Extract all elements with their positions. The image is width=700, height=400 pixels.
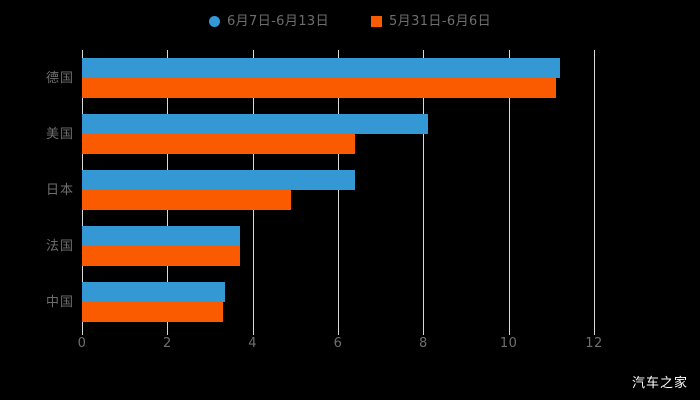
bar-group <box>82 170 594 210</box>
x-axis-ticklabel: 4 <box>248 336 258 351</box>
x-axis: 0 2 4 6 8 10 12 <box>78 330 602 360</box>
y-axis-labels: 德国 美国 日本 法国 中国 <box>0 50 74 330</box>
bar-group <box>82 58 594 98</box>
legend-label-series-a: 6月7日-6月13日 <box>226 13 329 29</box>
gridline-12 <box>594 50 595 330</box>
legend-entry-series-a[interactable]: 6月7日-6月13日 <box>208 13 329 29</box>
x-axis-ticklabel: 6 <box>333 336 343 351</box>
bar[interactable] <box>82 226 240 246</box>
x-axis-tick <box>252 330 254 335</box>
x-axis-ticklabel: 10 <box>499 336 518 351</box>
bar[interactable] <box>82 170 356 190</box>
x-axis-ticklabel: 0 <box>77 336 87 351</box>
bar[interactable] <box>82 78 556 98</box>
y-axis-label-4: 中国 <box>45 295 74 310</box>
y-axis-label-3: 法国 <box>45 239 74 254</box>
bar[interactable] <box>82 58 560 78</box>
gridline-8 <box>423 50 425 330</box>
x-axis-ticklabel: 8 <box>418 336 428 351</box>
legend-label-series-b: 5月31日-6月6日 <box>389 13 492 29</box>
y-axis-label-2: 日本 <box>45 183 74 198</box>
x-axis-tick <box>338 330 339 335</box>
bar[interactable] <box>82 302 223 322</box>
bar-group <box>82 226 594 266</box>
chart-legend: 6月7日-6月13日 5月31日-6月6日 <box>0 10 700 32</box>
bar-group <box>82 114 594 154</box>
bar[interactable] <box>82 134 356 154</box>
legend-swatch-square-icon <box>371 15 382 27</box>
x-axis-tick <box>82 330 83 335</box>
bar[interactable] <box>82 282 225 302</box>
bar-group <box>82 282 594 322</box>
y-axis-label-1: 美国 <box>45 127 74 142</box>
x-axis-ticklabel: 2 <box>162 336 172 351</box>
bar[interactable] <box>82 190 292 210</box>
x-axis-tick <box>594 330 595 335</box>
legend-swatch-circle-icon <box>208 15 220 27</box>
x-axis-tick <box>423 330 425 335</box>
y-axis-label-0: 德国 <box>45 71 74 86</box>
x-axis-ticklabel: 12 <box>585 336 603 351</box>
x-axis-tick <box>508 330 510 335</box>
x-axis-tick <box>167 330 169 335</box>
gridline-10 <box>508 50 510 330</box>
watermark: 汽车之家 <box>631 376 688 391</box>
gridline-6 <box>338 50 339 330</box>
legend-entry-series-b[interactable]: 5月31日-6月6日 <box>371 15 491 28</box>
bar[interactable] <box>82 246 240 266</box>
bar[interactable] <box>82 114 428 134</box>
plot-area <box>82 50 595 330</box>
